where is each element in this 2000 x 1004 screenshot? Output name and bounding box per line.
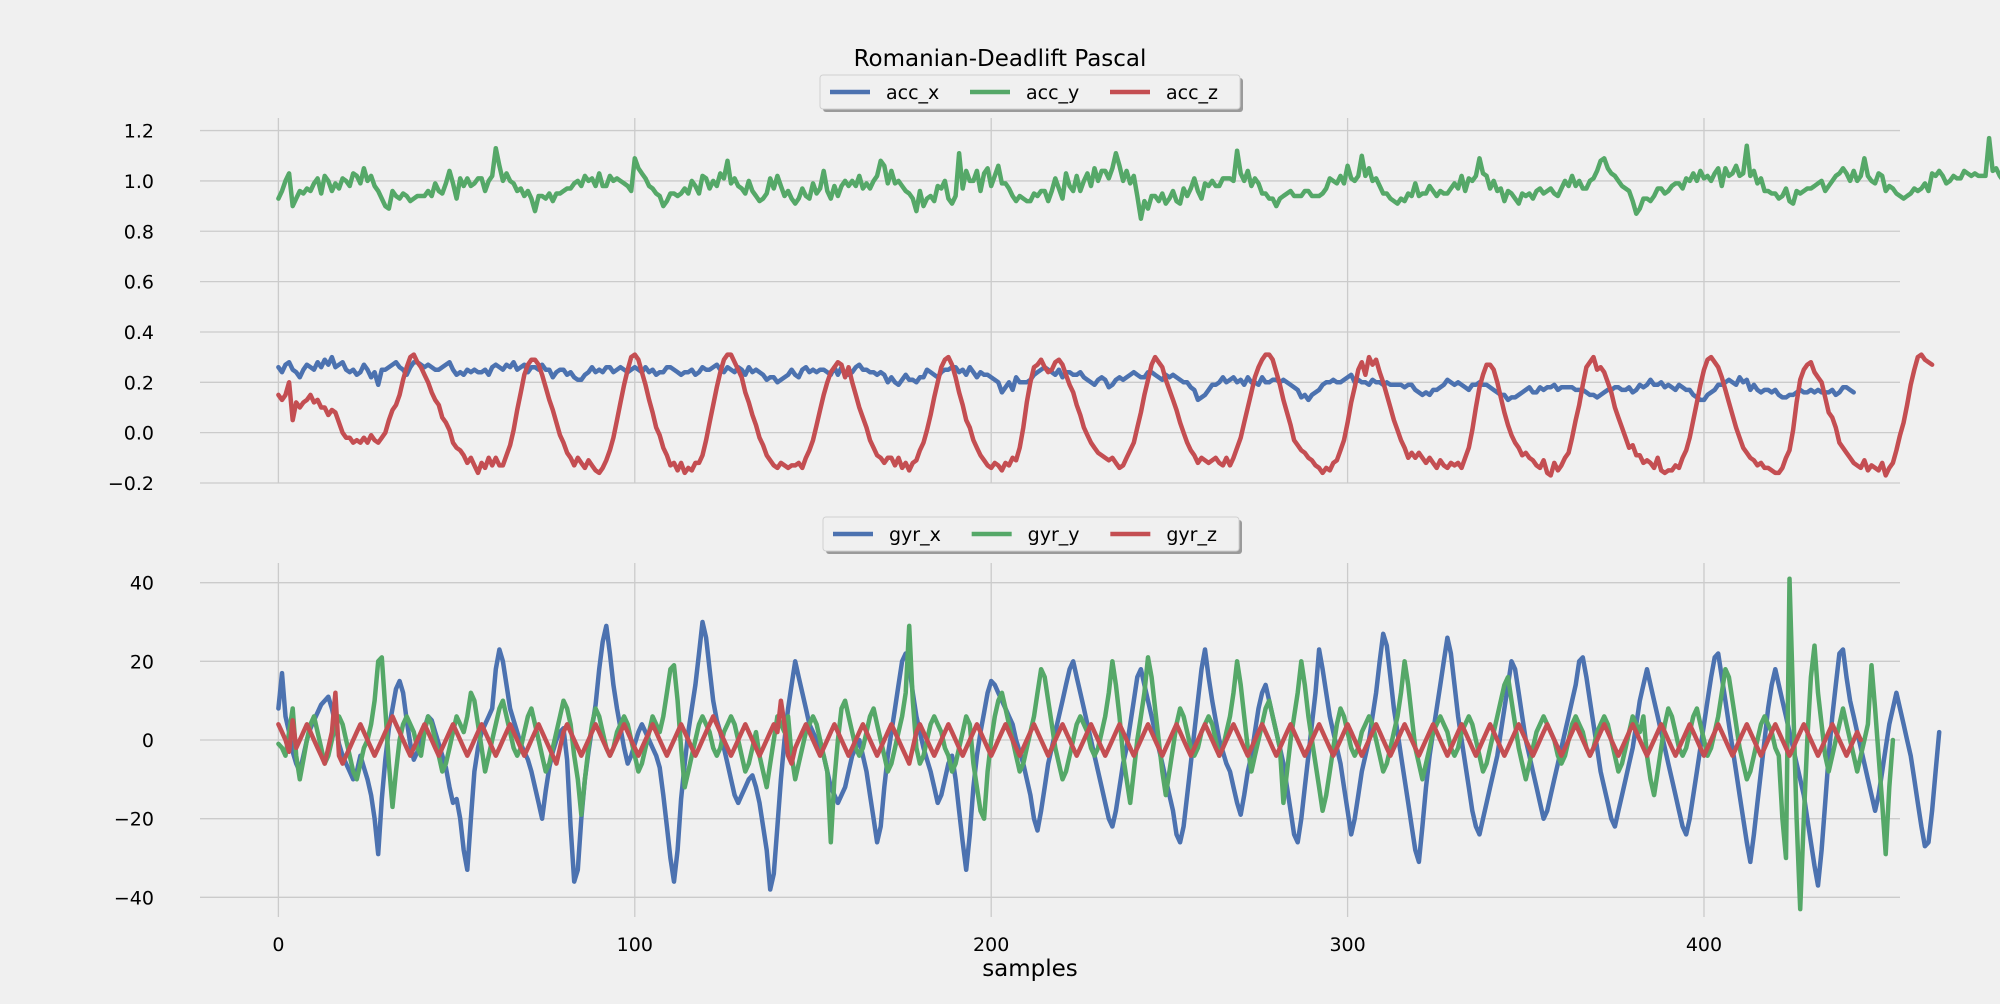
axes-layer: −0.2 0.0 0.2 0.4 0.6 0.8 1.0 1.2 acc_x acc_y acc_z… — [108, 74, 2000, 956]
y-tick-label: 20 — [130, 651, 154, 673]
legend-label: gyr_z — [1166, 524, 1217, 546]
series-line-gyr-y — [276, 576, 1896, 912]
y-tick-label: 40 — [130, 573, 154, 595]
legend-label: acc_y — [1026, 82, 1079, 104]
y-tick-label: 0 — [142, 730, 154, 752]
x-axis-label: samples — [982, 956, 1078, 982]
series-line-gyr-z — [276, 690, 1864, 766]
legend: acc_x acc_y acc_z — [819, 74, 1243, 112]
legend: gyr_x gyr_y gyr_z — [822, 516, 1242, 554]
y-tick-label: 0.0 — [124, 423, 154, 445]
x-tick-label: 100 — [617, 934, 653, 956]
y-tick-label: −40 — [114, 887, 154, 909]
y-tick-label: 0.8 — [124, 221, 154, 243]
legend-label: acc_z — [1166, 82, 1218, 104]
y-tick-label: −20 — [114, 809, 154, 831]
x-tick-label: 400 — [1686, 934, 1722, 956]
legend-box — [822, 516, 1240, 552]
chart-title: Romanian-Deadlift Pascal — [854, 46, 1147, 72]
series-line-acc-z — [276, 352, 1935, 478]
legend-label: acc_x — [886, 82, 939, 104]
acc-panel: −0.2 0.0 0.2 0.4 0.6 0.8 1.0 1.2 acc_x acc_y acc_z — [108, 74, 2000, 495]
y-tick-label: 1.2 — [124, 121, 154, 143]
legend-box — [819, 74, 1241, 110]
y-tick-label: 0.2 — [124, 372, 154, 394]
x-tick-label: 0 — [272, 934, 284, 956]
x-tick-label: 200 — [973, 934, 1009, 956]
y-tick-label: −0.2 — [108, 473, 154, 495]
legend-label: gyr_x — [889, 524, 941, 546]
y-tick-label: 1.0 — [124, 171, 154, 193]
legend-label: gyr_y — [1028, 524, 1080, 546]
x-tick-label: 300 — [1329, 934, 1365, 956]
y-tick-label: 0.6 — [124, 272, 154, 294]
y-tick-label: 0.4 — [124, 322, 154, 344]
series-line-acc-y — [276, 135, 2000, 221]
